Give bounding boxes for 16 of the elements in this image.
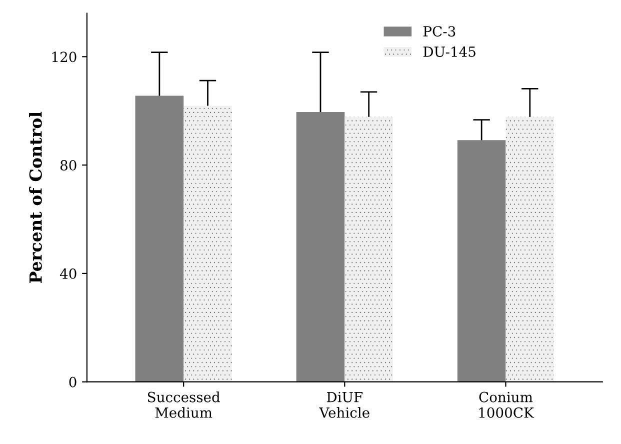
x-tick-label: Conium 1000CK bbox=[479, 392, 534, 418]
y-axis-title: Percent of Control bbox=[29, 112, 42, 283]
bar bbox=[457, 140, 506, 382]
x-tick-label: DiUF Vehicle bbox=[319, 392, 370, 418]
y-tick-label: 40 bbox=[60, 268, 76, 279]
bar bbox=[184, 106, 232, 382]
y-tick-label: 120 bbox=[52, 52, 76, 62]
x-tick-label: Successed Medium bbox=[148, 392, 220, 418]
y-tick-label: 0 bbox=[69, 376, 76, 388]
bar bbox=[296, 112, 345, 382]
bar bbox=[506, 116, 554, 382]
y-tick-label: 80 bbox=[60, 160, 76, 171]
legend-label: PC-3 bbox=[423, 26, 456, 37]
legend-label: DU-145 bbox=[423, 46, 476, 57]
bar bbox=[135, 96, 184, 382]
bar bbox=[344, 116, 393, 382]
